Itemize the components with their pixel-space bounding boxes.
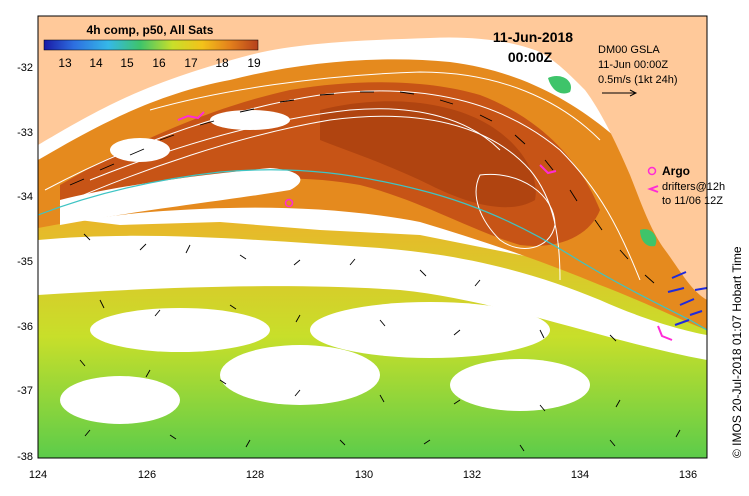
gsla-product: DM00 GSLA [598,44,660,56]
argo-tracks [177,111,673,341]
shelf-contour [38,169,707,331]
scale-arrow [602,89,638,97]
lat-tick: -34 [17,191,33,203]
lon-tick: 126 [138,469,156,481]
colorbar-tick: 13 [58,56,72,70]
credit-text: © IMOS 20-Jul-2018 01:07 Hobart Time [730,246,744,458]
sst-core-deep [320,101,536,208]
colorbar: 4h comp, p50, All Sats 13 14 15 16 17 18… [43,23,261,70]
coast-green [548,75,571,94]
gsla-valid-time: 11-Jun 00:00Z [598,59,668,71]
lat-tick: -33 [17,127,33,139]
drifters-date: to 11/06 12Z [662,195,723,207]
lon-tick: 136 [679,469,697,481]
colorbar-tick: 19 [247,56,261,70]
argo-legend: Argo drifters@12h to 11/06 12Z [647,164,725,207]
map-time: 00:00Z [508,49,553,65]
colorbar-tick: 17 [184,56,198,70]
lat-tick: -36 [17,321,33,333]
gsla-legend: DM00 GSLA 11-Jun 00:00Z 0.5m/s (1kt 24h) [598,44,677,97]
lon-tick: 132 [463,469,481,481]
gsla-scale-label: 0.5m/s (1kt 24h) [598,74,677,86]
lat-axis: -32 -33 -34 -35 -36 -37 -38 [17,62,33,463]
plot-frame [37,15,708,459]
drifter-symbol [647,185,659,193]
ssh-contours [44,71,641,281]
lon-tick: 130 [355,469,373,481]
drifter-tracks [667,271,707,326]
lat-tick: -38 [17,451,33,463]
lon-tick: 124 [29,469,47,481]
colorbar-title: 4h comp, p50, All Sats [87,23,214,37]
current-vectors [69,91,681,452]
colorbar-tick: 18 [215,56,229,70]
colorbar-tick: 15 [120,56,134,70]
lon-axis: 124 126 128 130 132 134 136 [29,469,697,481]
lat-tick: -35 [17,256,33,268]
argo-symbol [647,166,657,176]
argo-float [284,198,294,208]
lat-tick: -32 [17,62,33,74]
map-date: 11-Jun-2018 [493,29,573,45]
map-area [38,16,707,458]
lon-tick: 128 [246,469,264,481]
drifters-label: drifters@12h [662,181,725,193]
coast-green-2 [640,229,657,247]
cloud-patches [38,110,707,424]
colorbar-tick: 14 [89,56,103,70]
lon-tick: 134 [571,469,589,481]
lat-tick: -37 [17,385,33,397]
colorbar-tick: 16 [152,56,166,70]
colorbar-gradient [43,39,259,51]
argo-label: Argo [662,164,690,178]
